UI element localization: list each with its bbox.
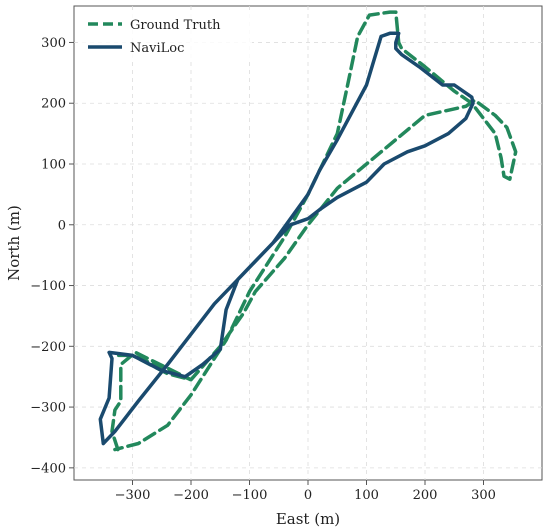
series-group xyxy=(98,10,518,452)
series-line-naviloc xyxy=(98,31,475,446)
x-axis-label: East (m) xyxy=(276,510,340,528)
x-tick-label: −100 xyxy=(232,488,268,503)
x-tick-label: 200 xyxy=(413,488,438,503)
x-tick-label: −300 xyxy=(115,488,151,503)
y-tick-label: 0 xyxy=(58,218,66,233)
grid xyxy=(74,6,542,480)
y-tick-label: −400 xyxy=(30,461,66,476)
x-tick-label: 300 xyxy=(471,488,496,503)
y-tick-label: 200 xyxy=(41,97,66,112)
legend: Ground Truth NaviLoc xyxy=(82,12,252,62)
x-tick-label: 0 xyxy=(304,488,312,503)
legend-label-ground-truth: Ground Truth xyxy=(130,18,221,33)
x-tick-label: 100 xyxy=(354,488,379,503)
legend-label-naviloc: NaviLoc xyxy=(130,41,184,56)
y-tick-label: 100 xyxy=(41,158,66,173)
x-axis-ticks: −300 −200 −100 0 100 200 300 xyxy=(115,480,496,503)
y-tick-label: −200 xyxy=(30,340,66,355)
legend-box xyxy=(82,12,252,62)
y-tick-label: −300 xyxy=(30,401,66,416)
y-tick-label: −100 xyxy=(30,279,66,294)
y-axis-label: North (m) xyxy=(5,205,23,281)
x-tick-label: −200 xyxy=(173,488,209,503)
y-axis-ticks: 300 200 100 0 −100 −200 −300 −400 xyxy=(30,36,74,476)
y-tick-label: 300 xyxy=(41,36,66,51)
